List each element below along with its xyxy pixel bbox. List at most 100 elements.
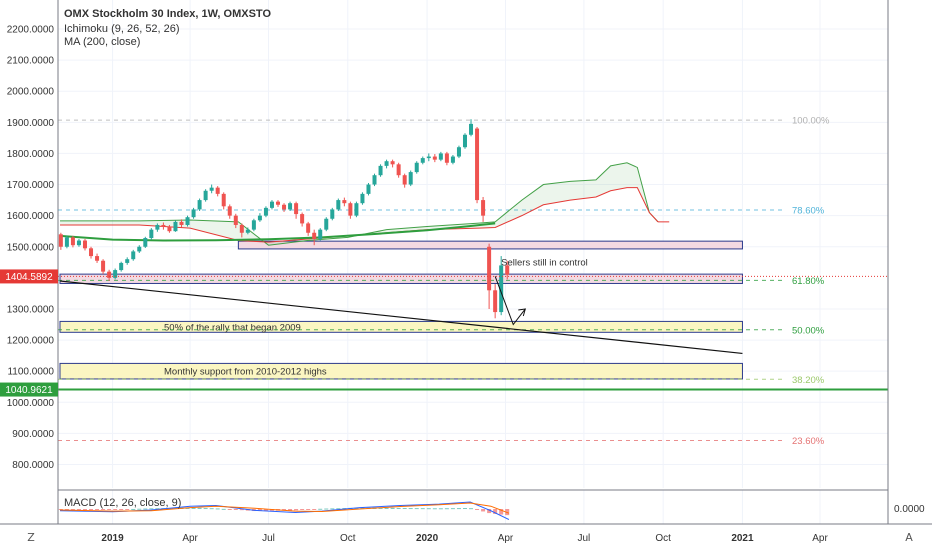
candle-body [245, 229, 250, 233]
candle-body [64, 237, 69, 247]
macd-pane [58, 489, 888, 520]
candle-body [282, 204, 287, 210]
macd-histogram-bar [481, 509, 486, 512]
candle-body [113, 270, 118, 278]
fib-label: 78.60% [792, 206, 825, 217]
macd-histogram-bar [209, 508, 214, 510]
macd-histogram-bar [420, 508, 425, 510]
ma200-line [59, 222, 496, 242]
macd-histogram-bar [384, 507, 389, 509]
candle-body [312, 232, 317, 239]
fibonacci-levels: 100.00% 78.60% 61.80% 50.00% 38.20% 23.60% [58, 116, 830, 447]
candle-body [155, 224, 160, 230]
macd-histogram-bar [438, 508, 443, 510]
candle-body [191, 209, 196, 218]
zone-rect [59, 320, 743, 333]
y-tick-label: 800.0000 [12, 460, 54, 471]
candle-body [167, 226, 172, 232]
macd-histogram-bar [227, 509, 232, 510]
fib-label: 38.20% [792, 375, 825, 386]
price-badge-bg [0, 382, 58, 397]
candle-body [336, 200, 341, 210]
x-tick-label: Jul [578, 533, 591, 544]
macd-histogram-bar [469, 508, 474, 510]
candle-body [215, 187, 220, 194]
zone-rect [59, 273, 743, 284]
macd-histogram-bar [70, 509, 75, 510]
candle-body [420, 158, 425, 163]
fib-label: 100.00% [792, 116, 830, 127]
chart-title: OMX Stockholm 30 Index, 1W, OMXSTO [64, 8, 271, 20]
candle-body [444, 153, 449, 163]
macd-histogram-bar [101, 509, 106, 510]
x-tick-label: Oct [340, 533, 356, 544]
candle-body [378, 165, 383, 176]
candle-body [276, 201, 281, 205]
candle-body [131, 251, 136, 260]
macd-histogram-bar [432, 508, 437, 510]
candle-body [456, 147, 461, 157]
projection-arrowhead [518, 308, 526, 317]
cloud-fill [60, 162, 659, 246]
candle-body [149, 229, 154, 239]
ma-legend: MA (200, close) [64, 36, 140, 48]
x-tick-label: Apr [812, 533, 828, 544]
candle-body [324, 218, 329, 230]
macd-histogram-bar [312, 509, 317, 510]
candle-body [173, 221, 178, 232]
grid [58, 0, 888, 524]
candle-body [125, 259, 130, 263]
macd-histogram-bar [282, 509, 287, 511]
macd-histogram-bar [487, 509, 492, 514]
macd-histogram-bar [257, 509, 262, 512]
macd-histogram-bar [185, 507, 190, 509]
price-badge-label: 1040.9621 [5, 385, 53, 396]
zone-label: 50% of the rally that began 2009 [164, 322, 301, 333]
macd-histogram-bar [288, 509, 293, 511]
candle-body [82, 240, 87, 249]
macd-histogram-bar [203, 508, 208, 510]
auto-scale-button[interactable]: A [905, 531, 913, 544]
macd-histogram-bar [456, 508, 461, 510]
candle-body [70, 237, 75, 246]
candle-body [257, 215, 262, 221]
candle-body [263, 207, 268, 216]
price-badge-bg [0, 269, 58, 284]
y-tick-label: 1900.0000 [7, 118, 55, 129]
macd-histogram-bar [306, 509, 311, 510]
zones: 50% of the rally that began 2009 Monthly … [59, 240, 743, 380]
ichimoku-legend: Ichimoku (9, 26, 52, 26) [64, 23, 180, 35]
candle-body [251, 220, 256, 230]
macd-histogram-bar [462, 508, 467, 510]
macd-histogram-bar [408, 508, 413, 510]
y-tick-label: 1100.0000 [7, 367, 54, 378]
candle-body [76, 240, 81, 246]
candle-body [469, 123, 474, 135]
macd-histogram-bar [125, 509, 130, 510]
candle-body [390, 161, 395, 165]
candle-body [58, 234, 63, 247]
zone-label: Monthly support from 2010-2012 highs [164, 367, 327, 378]
macd-axis-value: 0.0000 [894, 504, 925, 515]
candle-body [143, 238, 148, 247]
macd-histogram-bar [342, 508, 347, 510]
macd-histogram-bar [64, 509, 69, 510]
y-tick-label: 1800.0000 [7, 149, 55, 160]
macd-histogram-bar [378, 507, 383, 509]
candle-body [499, 265, 504, 313]
y-tick-label: 2200.0000 [7, 25, 55, 36]
candle-body [89, 248, 94, 257]
macd-line [59, 501, 510, 520]
projection-path [494, 276, 526, 326]
candle-body [366, 184, 371, 194]
candle-body [487, 246, 492, 291]
zone-rect [59, 362, 743, 380]
x-tick-label: Apr [498, 533, 514, 544]
candle-body [221, 193, 226, 207]
candle-body [288, 203, 293, 210]
macd-histogram-bar [58, 509, 63, 510]
candle-body [342, 200, 347, 204]
zoom-toggle-button[interactable]: Z [27, 531, 35, 544]
